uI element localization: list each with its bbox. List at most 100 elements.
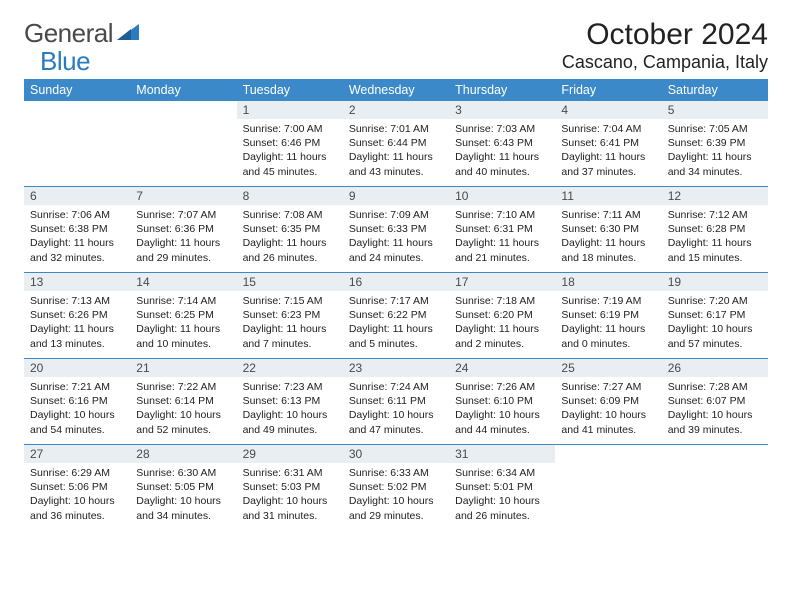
calendar-cell: 5Sunrise: 7:05 AMSunset: 6:39 PMDaylight… [662, 101, 768, 187]
calendar-cell: 17Sunrise: 7:18 AMSunset: 6:20 PMDayligh… [449, 273, 555, 359]
calendar-cell: 31Sunrise: 6:34 AMSunset: 5:01 PMDayligh… [449, 445, 555, 531]
weekday-tuesday: Tuesday [237, 79, 343, 101]
sunset-text: Sunset: 6:30 PM [561, 222, 655, 236]
sunrise-text: Sunrise: 7:27 AM [561, 380, 655, 394]
daylight-line1: Daylight: 11 hours [455, 150, 549, 164]
day-content: Sunrise: 6:30 AMSunset: 5:05 PMDaylight:… [130, 463, 236, 523]
sunset-text: Sunset: 6:13 PM [243, 394, 337, 408]
sunrise-text: Sunrise: 7:26 AM [455, 380, 549, 394]
day-content: Sunrise: 7:03 AMSunset: 6:43 PMDaylight:… [449, 119, 555, 179]
sunrise-text: Sunrise: 6:33 AM [349, 466, 443, 480]
calendar-row: 20Sunrise: 7:21 AMSunset: 6:16 PMDayligh… [24, 359, 768, 445]
daylight-line1: Daylight: 11 hours [455, 322, 549, 336]
day-content: Sunrise: 7:05 AMSunset: 6:39 PMDaylight:… [662, 119, 768, 179]
day-content: Sunrise: 7:09 AMSunset: 6:33 PMDaylight:… [343, 205, 449, 265]
sunrise-text: Sunrise: 7:15 AM [243, 294, 337, 308]
sunrise-text: Sunrise: 7:19 AM [561, 294, 655, 308]
daylight-line1: Daylight: 10 hours [136, 494, 230, 508]
location: Cascano, Campania, Italy [562, 52, 768, 73]
sunrise-text: Sunrise: 7:17 AM [349, 294, 443, 308]
day-number: 5 [662, 101, 768, 119]
sunrise-text: Sunrise: 7:04 AM [561, 122, 655, 136]
daylight-line1: Daylight: 11 hours [561, 150, 655, 164]
sunrise-text: Sunrise: 7:10 AM [455, 208, 549, 222]
day-number: 18 [555, 273, 661, 291]
month-title: October 2024 [562, 18, 768, 52]
day-number: 4 [555, 101, 661, 119]
day-content: Sunrise: 7:27 AMSunset: 6:09 PMDaylight:… [555, 377, 661, 437]
daylight-line1: Daylight: 11 hours [30, 236, 124, 250]
calendar-cell [130, 101, 236, 187]
calendar-cell: 23Sunrise: 7:24 AMSunset: 6:11 PMDayligh… [343, 359, 449, 445]
daylight-line2: and 57 minutes. [668, 337, 762, 351]
day-content: Sunrise: 7:19 AMSunset: 6:19 PMDaylight:… [555, 291, 661, 351]
sunset-text: Sunset: 6:10 PM [455, 394, 549, 408]
weekday-wednesday: Wednesday [343, 79, 449, 101]
sunrise-text: Sunrise: 7:21 AM [30, 380, 124, 394]
sunrise-text: Sunrise: 7:22 AM [136, 380, 230, 394]
sunrise-text: Sunrise: 7:03 AM [455, 122, 549, 136]
daylight-line1: Daylight: 10 hours [30, 408, 124, 422]
sunset-text: Sunset: 5:02 PM [349, 480, 443, 494]
day-number: 26 [662, 359, 768, 377]
sunset-text: Sunset: 6:44 PM [349, 136, 443, 150]
sunset-text: Sunset: 5:01 PM [455, 480, 549, 494]
day-content: Sunrise: 7:24 AMSunset: 6:11 PMDaylight:… [343, 377, 449, 437]
daylight-line1: Daylight: 10 hours [561, 408, 655, 422]
sunset-text: Sunset: 6:43 PM [455, 136, 549, 150]
daylight-line2: and 26 minutes. [455, 509, 549, 523]
daylight-line1: Daylight: 11 hours [455, 236, 549, 250]
day-content: Sunrise: 7:01 AMSunset: 6:44 PMDaylight:… [343, 119, 449, 179]
day-number: 22 [237, 359, 343, 377]
weekday-saturday: Saturday [662, 79, 768, 101]
sunrise-text: Sunrise: 7:00 AM [243, 122, 337, 136]
calendar-cell: 14Sunrise: 7:14 AMSunset: 6:25 PMDayligh… [130, 273, 236, 359]
sunset-text: Sunset: 6:20 PM [455, 308, 549, 322]
calendar-cell [24, 101, 130, 187]
day-content: Sunrise: 6:33 AMSunset: 5:02 PMDaylight:… [343, 463, 449, 523]
calendar-cell: 19Sunrise: 7:20 AMSunset: 6:17 PMDayligh… [662, 273, 768, 359]
daylight-line2: and 49 minutes. [243, 423, 337, 437]
daylight-line2: and 52 minutes. [136, 423, 230, 437]
calendar-cell: 26Sunrise: 7:28 AMSunset: 6:07 PMDayligh… [662, 359, 768, 445]
day-content: Sunrise: 7:15 AMSunset: 6:23 PMDaylight:… [237, 291, 343, 351]
daylight-line1: Daylight: 10 hours [349, 408, 443, 422]
logo-text-blue: Blue [40, 46, 90, 76]
daylight-line2: and 7 minutes. [243, 337, 337, 351]
day-number: 9 [343, 187, 449, 205]
logo-text-general: General [24, 18, 113, 49]
weekday-friday: Friday [555, 79, 661, 101]
day-number: 27 [24, 445, 130, 463]
daylight-line2: and 32 minutes. [30, 251, 124, 265]
daylight-line2: and 45 minutes. [243, 165, 337, 179]
daylight-line1: Daylight: 11 hours [136, 322, 230, 336]
calendar-cell: 9Sunrise: 7:09 AMSunset: 6:33 PMDaylight… [343, 187, 449, 273]
sunset-text: Sunset: 5:05 PM [136, 480, 230, 494]
daylight-line1: Daylight: 10 hours [243, 494, 337, 508]
sunrise-text: Sunrise: 7:01 AM [349, 122, 443, 136]
calendar-cell: 25Sunrise: 7:27 AMSunset: 6:09 PMDayligh… [555, 359, 661, 445]
calendar-cell: 4Sunrise: 7:04 AMSunset: 6:41 PMDaylight… [555, 101, 661, 187]
daylight-line1: Daylight: 11 hours [668, 150, 762, 164]
sunset-text: Sunset: 6:19 PM [561, 308, 655, 322]
sunset-text: Sunset: 5:06 PM [30, 480, 124, 494]
day-content: Sunrise: 7:07 AMSunset: 6:36 PMDaylight:… [130, 205, 236, 265]
daylight-line2: and 47 minutes. [349, 423, 443, 437]
daylight-line2: and 13 minutes. [30, 337, 124, 351]
sunrise-text: Sunrise: 7:13 AM [30, 294, 124, 308]
day-number: 29 [237, 445, 343, 463]
calendar-row: 1Sunrise: 7:00 AMSunset: 6:46 PMDaylight… [24, 101, 768, 187]
daylight-line1: Daylight: 11 hours [243, 322, 337, 336]
day-content: Sunrise: 7:04 AMSunset: 6:41 PMDaylight:… [555, 119, 661, 179]
calendar-cell: 29Sunrise: 6:31 AMSunset: 5:03 PMDayligh… [237, 445, 343, 531]
day-number: 19 [662, 273, 768, 291]
daylight-line1: Daylight: 10 hours [668, 408, 762, 422]
sunset-text: Sunset: 6:38 PM [30, 222, 124, 236]
sunset-text: Sunset: 6:22 PM [349, 308, 443, 322]
day-number: 8 [237, 187, 343, 205]
day-number: 25 [555, 359, 661, 377]
day-content: Sunrise: 7:28 AMSunset: 6:07 PMDaylight:… [662, 377, 768, 437]
sunset-text: Sunset: 5:03 PM [243, 480, 337, 494]
sunset-text: Sunset: 6:14 PM [136, 394, 230, 408]
sunrise-text: Sunrise: 7:09 AM [349, 208, 443, 222]
